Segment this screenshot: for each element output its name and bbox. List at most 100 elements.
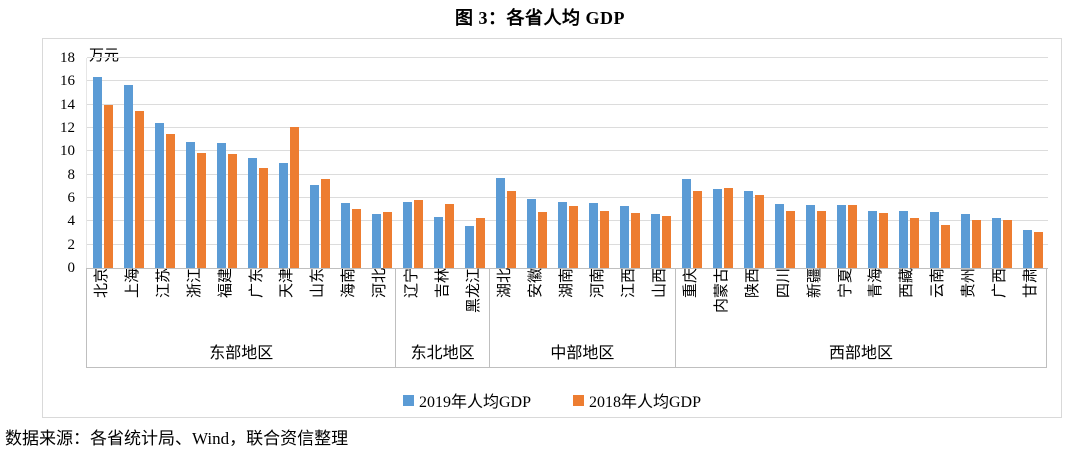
bar-2019年人均GDP-福建 [216, 143, 226, 268]
province-label: 天津 [279, 268, 296, 299]
province-label: 河北 [372, 268, 389, 299]
bar-2019年人均GDP-新疆 [805, 205, 815, 268]
province-label: 湖南 [559, 268, 576, 299]
region-label: 中部地区 [550, 345, 615, 362]
province-label: 宁夏 [837, 268, 854, 299]
province-label: 上海 [125, 268, 142, 299]
bar-2019年人均GDP-吉林 [433, 216, 443, 268]
province-label-slot: 重庆 [676, 268, 707, 339]
province-label-slot: 江苏 [149, 268, 180, 339]
bar-2019年人均GDP-安徽 [526, 199, 536, 268]
gridline [87, 220, 1048, 222]
y-axis-tick-labels: 0 2 4 6 8 10 12 14 16 18 [43, 50, 79, 276]
gridline [87, 197, 1048, 198]
province-label-slot: 江西 [613, 268, 644, 339]
province-label-slot: 云南 [923, 268, 954, 339]
category-slot [924, 58, 955, 268]
province-label-slot: 安徽 [521, 268, 552, 339]
gridline [87, 243, 1048, 245]
legend-label-2018: 2018年人均GDP [589, 394, 702, 411]
category-slot [800, 58, 831, 268]
region-group-西部地区: 重庆 内蒙古 陕西 四川 新疆 宁夏 青海 西藏 云南 贵州 广西 甘肃西部地区 [674, 268, 1047, 368]
province-label: 河南 [589, 268, 606, 299]
bar-2019年人均GDP-黑龙江 [464, 226, 474, 268]
category-slot [459, 58, 490, 268]
gridline [87, 173, 1048, 175]
bar-2018年人均GDP-江苏 [165, 133, 175, 268]
bar-2018年人均GDP-陕西 [754, 194, 764, 268]
bar-2019年人均GDP-贵州 [960, 214, 970, 268]
region-label: 东部地区 [209, 345, 274, 362]
province-label-slot: 山东 [303, 268, 334, 339]
category-slot [149, 58, 180, 268]
province-label-slot: 西藏 [892, 268, 923, 339]
bar-2018年人均GDP-湖南 [568, 206, 578, 268]
legend: 2019年人均GDP 2018年人均GDP [43, 388, 1061, 412]
gridline [87, 103, 1048, 105]
bar-2018年人均GDP-上海 [134, 110, 144, 268]
gridline [87, 127, 1048, 128]
province-label-slot: 海南 [334, 268, 365, 339]
gridline [87, 57, 1048, 58]
province-label-slot: 天津 [272, 268, 303, 339]
category-slot [211, 58, 242, 268]
category-slot [490, 58, 521, 268]
province-label: 山东 [310, 268, 327, 299]
province-label: 西藏 [899, 268, 916, 299]
province-labels-row: 重庆 内蒙古 陕西 四川 新疆 宁夏 青海 西藏 云南 贵州 广西 甘肃 [676, 268, 1046, 339]
x-axis-area: 北京 上海 江苏 浙江 福建 广东 天津 山东 海南 河北 东部地区 辽宁 吉林 黑龙江 东北地区 湖北 安徽湖… [86, 268, 1047, 368]
bar-2019年人均GDP-河北 [371, 214, 381, 268]
province-label-slot: 内蒙古 [707, 268, 738, 339]
province-label: 江西 [620, 268, 637, 299]
province-label: 青海 [868, 268, 885, 299]
province-label-slot: 广东 [241, 268, 272, 339]
bar-2019年人均GDP-山东 [309, 185, 319, 268]
province-label: 重庆 [683, 268, 700, 299]
bar-2019年人均GDP-江苏 [154, 123, 164, 268]
province-label-slot: 新疆 [799, 268, 830, 339]
province-label-slot: 青海 [861, 268, 892, 339]
category-slot [676, 58, 707, 268]
bar-2018年人均GDP-四川 [785, 210, 795, 268]
bar-2019年人均GDP-西藏 [898, 210, 908, 268]
bar-2018年人均GDP-海南 [351, 208, 361, 268]
bar-2018年人均GDP-内蒙古 [723, 187, 733, 268]
bar-2019年人均GDP-广东 [247, 158, 257, 268]
y-axis-unit-label: 万元 [89, 48, 120, 64]
category-slot [521, 58, 552, 268]
gridline [87, 80, 1048, 82]
region-label: 西部地区 [828, 345, 893, 362]
legend-label-2019: 2019年人均GDP [418, 394, 531, 411]
province-label: 吉林 [434, 268, 451, 299]
category-slot [428, 58, 459, 268]
bar-2019年人均GDP-四川 [774, 203, 784, 268]
bar-2018年人均GDP-吉林 [444, 203, 454, 268]
province-label-slot: 贵州 [954, 268, 985, 339]
y-tick-label: 16 [60, 73, 75, 90]
province-label: 贵州 [960, 268, 977, 299]
legend-swatch [573, 394, 584, 406]
province-label: 广西 [991, 268, 1008, 299]
province-label: 黑龙江 [465, 268, 482, 314]
province-label: 江苏 [156, 268, 173, 299]
category-slot [986, 58, 1017, 268]
category-slot [707, 58, 738, 268]
category-slot [87, 58, 118, 268]
y-tick-label: 18 [60, 50, 75, 66]
category-slot [552, 58, 583, 268]
bar-2018年人均GDP-山西 [661, 215, 671, 268]
category-slot [118, 58, 149, 268]
province-label-slot: 广西 [984, 268, 1015, 339]
province-label-slot: 吉林 [427, 268, 458, 339]
bar-2019年人均GDP-甘肃 [1022, 229, 1032, 268]
category-slot [366, 58, 397, 268]
category-slot [335, 58, 366, 268]
province-label-slot: 甘肃 [1015, 268, 1046, 339]
province-label: 广东 [248, 268, 265, 299]
category-slot [273, 58, 304, 268]
y-tick-label: 6 [67, 190, 76, 206]
category-slot [242, 58, 273, 268]
province-label-slot: 陕西 [738, 268, 769, 339]
y-tick-label: 8 [67, 166, 76, 183]
province-label: 内蒙古 [714, 268, 731, 314]
